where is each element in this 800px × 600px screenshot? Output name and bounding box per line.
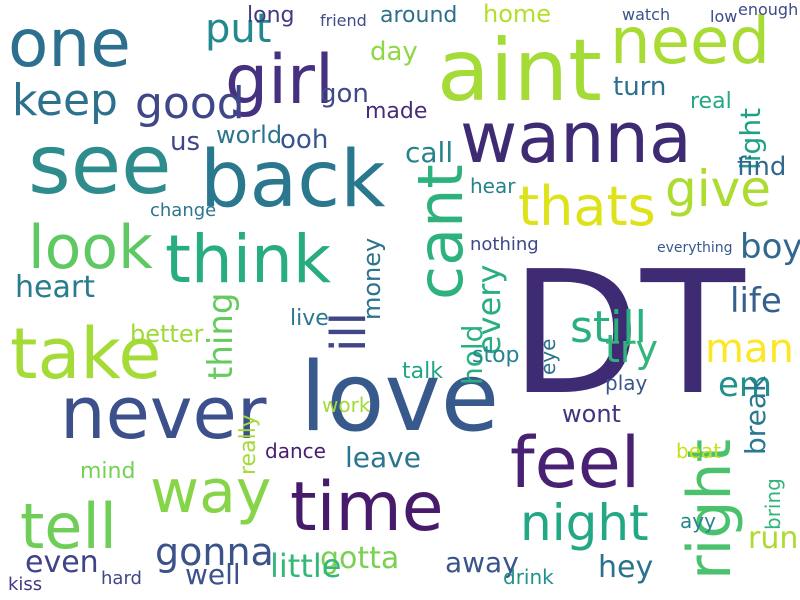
word-eye: eye: [536, 339, 560, 375]
word-call: call: [405, 136, 453, 169]
word-night: night: [520, 494, 649, 552]
word-money: money: [358, 238, 386, 320]
word-hold: hold: [456, 325, 489, 385]
word-never: never: [60, 371, 267, 455]
word-little: little: [270, 547, 341, 585]
word-man: man: [705, 326, 794, 372]
word-need: need: [610, 5, 770, 79]
word-talk: talk: [402, 359, 443, 384]
word-us: us: [170, 127, 200, 157]
word-real: real: [690, 89, 732, 114]
word-tell: tell: [20, 490, 117, 563]
word-one: one: [8, 5, 131, 82]
word-every: every: [470, 265, 508, 355]
word-turn: turn: [613, 72, 666, 102]
word-bring: bring: [761, 478, 785, 530]
word-break: break: [739, 375, 772, 455]
word-thing: thing: [201, 293, 241, 380]
word-ill: ill: [321, 312, 377, 352]
word-aint: aint: [437, 21, 602, 121]
word-drink: drink: [503, 565, 554, 589]
word-dt: DT: [510, 235, 746, 433]
word-made: made: [365, 99, 427, 124]
word-long: long: [247, 3, 294, 28]
word-really: really: [236, 414, 261, 475]
word-better: better: [130, 320, 204, 348]
word-day: day: [370, 37, 418, 67]
word-gotta: gotta: [320, 541, 399, 576]
word-change: change: [150, 200, 216, 221]
word-friend: friend: [320, 11, 367, 30]
word-look: look: [28, 213, 153, 283]
word-find: find: [737, 152, 786, 182]
word-girl: girl: [225, 41, 334, 120]
word-beat: beat: [676, 439, 721, 463]
word-try: try: [605, 327, 658, 371]
word-enough: enough: [738, 0, 798, 19]
word-world: world: [216, 121, 282, 149]
word-well: well: [185, 558, 241, 591]
word-even: even: [25, 545, 99, 580]
word-right: right: [675, 439, 745, 580]
word-think: think: [165, 221, 332, 298]
word-give: give: [665, 160, 771, 218]
word-run: run: [748, 521, 798, 556]
word-hey: hey: [598, 550, 653, 585]
word-around: around: [380, 3, 457, 28]
word-watch: watch: [622, 5, 670, 24]
word-wont: wont: [562, 400, 621, 428]
word-gonna: gonna: [155, 530, 274, 574]
word-play: play: [605, 371, 648, 395]
word-mind: mind: [80, 459, 135, 484]
word-heart: heart: [15, 270, 95, 305]
word-cant: cant: [404, 164, 477, 300]
word-see: see: [28, 118, 172, 213]
word-home: home: [483, 0, 551, 28]
word-low: low: [710, 7, 737, 26]
word-take: take: [10, 313, 161, 395]
word-feel: feel: [510, 422, 640, 504]
word-stop: stop: [472, 343, 520, 368]
word-ayy: ayy: [680, 509, 716, 533]
word-way: way: [150, 457, 271, 527]
word-hear: hear: [470, 174, 516, 198]
word-back: back: [200, 135, 385, 225]
word-life: life: [730, 281, 782, 321]
word-nothing: nothing: [470, 234, 539, 255]
word-leave: leave: [345, 441, 421, 474]
word-away: away: [445, 546, 519, 579]
word-boy: boy: [740, 227, 800, 267]
word-kiss: kiss: [8, 574, 42, 595]
word-light: light: [734, 108, 767, 170]
word-work: work: [322, 393, 371, 417]
word-thats: thats: [518, 175, 656, 238]
word-hard: hard: [101, 568, 142, 589]
word-gon: gon: [320, 79, 369, 109]
word-time: time: [290, 468, 444, 547]
word-everything: everything: [657, 240, 733, 256]
word-wanna: wanna: [460, 97, 692, 179]
word-good: good: [135, 78, 245, 129]
word-ooh: ooh: [280, 125, 328, 155]
word-em: em: [718, 365, 772, 405]
word-put: put: [205, 6, 271, 52]
word-dance: dance: [265, 439, 326, 463]
word-live: live: [290, 306, 329, 331]
word-still: still: [570, 302, 647, 353]
word-love: love: [300, 343, 499, 453]
word-keep: keep: [12, 75, 118, 126]
